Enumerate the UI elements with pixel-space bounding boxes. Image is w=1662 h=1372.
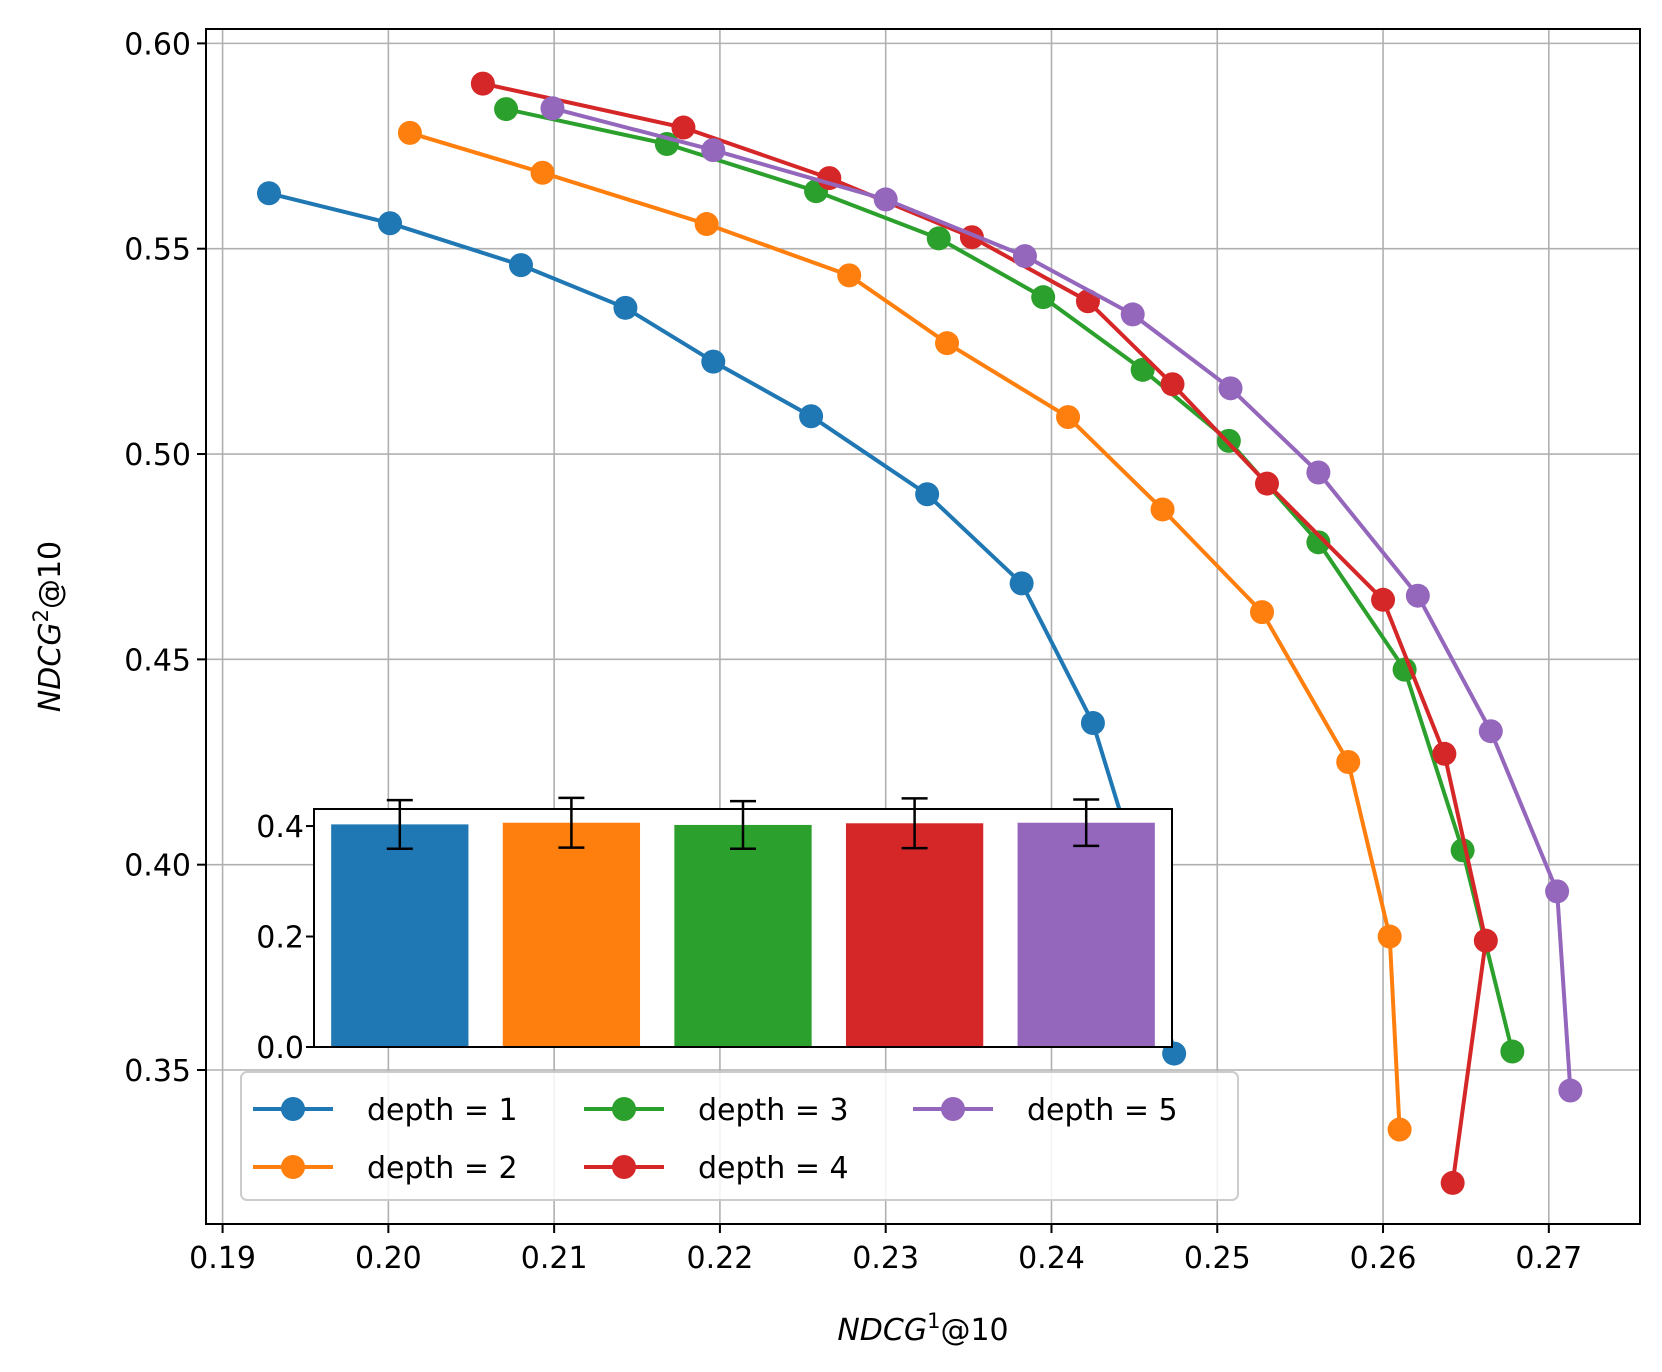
data-point — [613, 295, 638, 320]
legend-entry-depth-3: depth = 3 — [584, 1093, 849, 1128]
data-point — [1150, 497, 1175, 522]
legend-entry-depth-2: depth = 2 — [253, 1151, 518, 1186]
data-point — [1377, 924, 1402, 949]
data-point — [837, 263, 862, 288]
data-point — [1545, 879, 1570, 904]
data-point — [1432, 741, 1457, 766]
data-point — [1405, 583, 1430, 608]
data-point — [1120, 302, 1145, 327]
inset-y-tick-label: 0.4 — [256, 810, 304, 845]
data-point — [926, 226, 951, 251]
data-point — [1250, 600, 1275, 625]
data-point — [470, 71, 495, 96]
data-point — [671, 115, 696, 140]
inset-y-tick-label: 0.0 — [256, 1031, 304, 1066]
data-point — [508, 253, 533, 278]
data-point — [540, 96, 565, 121]
x-tick-label: 0.27 — [1515, 1241, 1582, 1276]
legend-label: depth = 1 — [367, 1093, 518, 1128]
inset-bar-3 — [674, 824, 812, 1047]
data-point — [935, 331, 960, 356]
legend-marker — [612, 1155, 636, 1179]
inset-y-tick-label: 0.2 — [256, 921, 304, 956]
x-axis-label: NDCG1@10 — [837, 1309, 1008, 1348]
data-point — [701, 349, 726, 374]
legend-entry-depth-5: depth = 5 — [913, 1093, 1178, 1128]
inset-bar-5 — [1017, 822, 1155, 1047]
data-point — [1080, 711, 1105, 736]
data-point — [1012, 244, 1037, 269]
y-axis-label: NDCG2@10 — [29, 541, 68, 712]
data-point — [1387, 1117, 1412, 1142]
x-tick-label: 0.19 — [189, 1241, 256, 1276]
y-tick-label: 0.60 — [124, 27, 191, 62]
data-point — [1500, 1039, 1525, 1064]
data-point — [701, 138, 726, 163]
data-point — [1440, 1170, 1465, 1195]
legend-entry-depth-4: depth = 4 — [584, 1151, 849, 1186]
x-tick-label: 0.23 — [852, 1241, 919, 1276]
data-point — [1336, 750, 1361, 775]
legend-label: depth = 4 — [698, 1151, 849, 1186]
data-point — [1473, 928, 1498, 953]
x-tick-label: 0.26 — [1350, 1241, 1417, 1276]
legend-marker — [941, 1097, 965, 1121]
legend-marker — [281, 1097, 305, 1121]
inset-error-bar-4 — [901, 797, 928, 850]
data-point — [1371, 587, 1396, 612]
series-depth-1 — [256, 181, 1187, 1066]
series-depth-2 — [397, 120, 1412, 1142]
data-point — [397, 120, 422, 145]
legend-label: depth = 2 — [367, 1151, 518, 1186]
data-point — [1254, 471, 1279, 496]
data-point — [1160, 372, 1185, 397]
data-point — [1009, 571, 1034, 596]
data-point — [1031, 285, 1056, 310]
series-depth-3 — [494, 97, 1525, 1064]
plot-frame — [205, 28, 1641, 1225]
legend-label: depth = 5 — [1027, 1093, 1178, 1128]
data-point — [694, 212, 719, 237]
y-tick-label: 0.45 — [124, 643, 191, 678]
inset-bar-chart: 0.0 0.2 0.4 — [256, 796, 1173, 1066]
y-tick-label: 0.35 — [124, 1054, 191, 1089]
legend-frame — [240, 1071, 1239, 1201]
x-tick-label: 0.22 — [687, 1241, 754, 1276]
legend-marker — [281, 1155, 305, 1179]
data-point — [256, 181, 281, 206]
data-point — [530, 160, 555, 185]
y-tick-label: 0.40 — [124, 849, 191, 884]
x-tick-label: 0.25 — [1184, 1241, 1251, 1276]
x-tick-label: 0.20 — [355, 1241, 422, 1276]
data-point — [1306, 460, 1331, 485]
series-depth-5 — [540, 96, 1583, 1103]
y-tick-label: 0.50 — [124, 438, 191, 473]
data-point — [1056, 405, 1081, 430]
inset-frame — [313, 808, 1173, 1048]
legend: depth = 1 depth = 2 depth = 3 depth = 4 dept… — [240, 1071, 1239, 1201]
data-point — [1558, 1078, 1583, 1103]
data-point — [873, 187, 898, 212]
legend-marker — [612, 1097, 636, 1121]
y-tick-label: 0.55 — [124, 233, 191, 268]
data-point — [915, 482, 940, 507]
data-point — [1306, 530, 1331, 555]
data-point — [378, 211, 403, 236]
x-tick-label: 0.24 — [1018, 1241, 1085, 1276]
data-point — [799, 404, 824, 429]
data-point — [494, 97, 519, 122]
data-point — [1130, 357, 1155, 382]
inset-error-bar-5 — [1073, 798, 1100, 848]
legend-entry-depth-1: depth = 1 — [253, 1093, 518, 1128]
inset-error-bar-2 — [558, 796, 585, 849]
data-point — [1218, 376, 1243, 401]
inset-bar-4 — [845, 823, 984, 1047]
series-depth-4 — [470, 71, 1498, 1195]
legend-label: depth = 3 — [698, 1093, 849, 1128]
inset-bar-2 — [502, 822, 641, 1047]
x-tick-label: 0.21 — [521, 1241, 588, 1276]
data-point — [1478, 719, 1503, 744]
inset-bar-1 — [331, 824, 469, 1047]
